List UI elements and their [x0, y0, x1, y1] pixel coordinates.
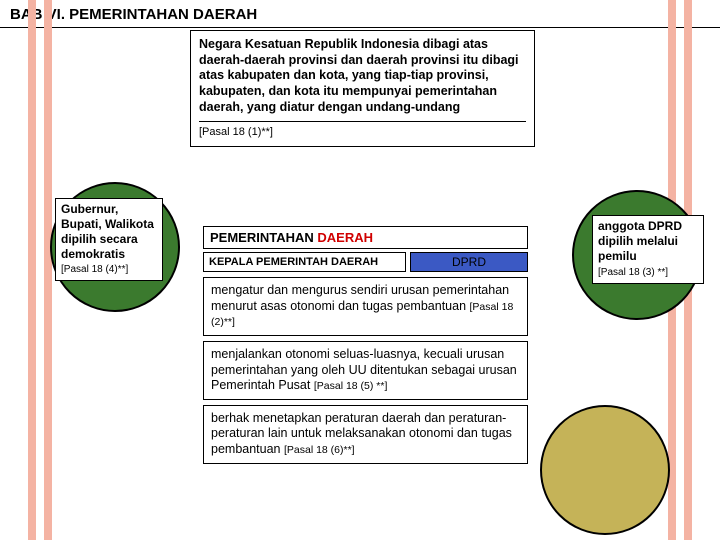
- bottom-circle: [540, 405, 670, 535]
- left-circle-pasal: [Pasal 18 (4)**]: [61, 264, 157, 277]
- desc-1-text: mengatur dan mengurus sendiri urusan pem…: [211, 283, 509, 313]
- left-circle-main: Gubernur, Bupati, Walikota dipilih secar…: [61, 202, 157, 262]
- stripe-left-2: [44, 0, 52, 540]
- definition-text: Negara Kesatuan Republik Indonesia dibag…: [199, 37, 519, 114]
- desc-3-text: berhak menetapkan peraturan daerah dan p…: [211, 411, 512, 456]
- left-circle-text: Gubernur, Bupati, Walikota dipilih secar…: [55, 198, 163, 281]
- definition-pasal: [Pasal 18 (1)**]: [199, 121, 526, 140]
- left-circle-main-text: Gubernur, Bupati, Walikota dipilih secar…: [61, 202, 154, 261]
- gov-header-black: PEMERINTAHAN: [210, 230, 314, 245]
- desc-2-pasal: [Pasal 18 (5) **]: [314, 380, 388, 392]
- right-circle-main: anggota DPRD dipilih melalui pemilu: [598, 219, 682, 263]
- desc-box-1: mengatur dan mengurus sendiri urusan pem…: [203, 277, 528, 336]
- kepala-box: KEPALA PEMERINTAH DAERAH: [203, 252, 406, 272]
- right-circle-pasal: [Pasal 18 (3) **]: [598, 267, 668, 278]
- right-circle-text: anggota DPRD dipilih melalui pemilu [Pas…: [592, 215, 704, 284]
- middle-stack: PEMERINTAHAN DAERAH KEPALA PEMERINTAH DA…: [203, 226, 528, 464]
- desc-3-pasal: [Pasal 18 (6)**]: [284, 444, 355, 456]
- sub-header-row: KEPALA PEMERINTAH DAERAH DPRD: [203, 252, 528, 272]
- desc-box-3: berhak menetapkan peraturan daerah dan p…: [203, 405, 528, 464]
- gov-header-red: DAERAH: [314, 230, 373, 245]
- stripe-left-1: [28, 0, 36, 540]
- gov-header: PEMERINTAHAN DAERAH: [203, 226, 528, 249]
- page-title: BAB VI. PEMERINTAHAN DAERAH: [0, 0, 720, 28]
- definition-box: Negara Kesatuan Republik Indonesia dibag…: [190, 30, 535, 147]
- desc-box-2: menjalankan otonomi seluas-luasnya, kecu…: [203, 341, 528, 400]
- dprd-box: DPRD: [410, 252, 528, 272]
